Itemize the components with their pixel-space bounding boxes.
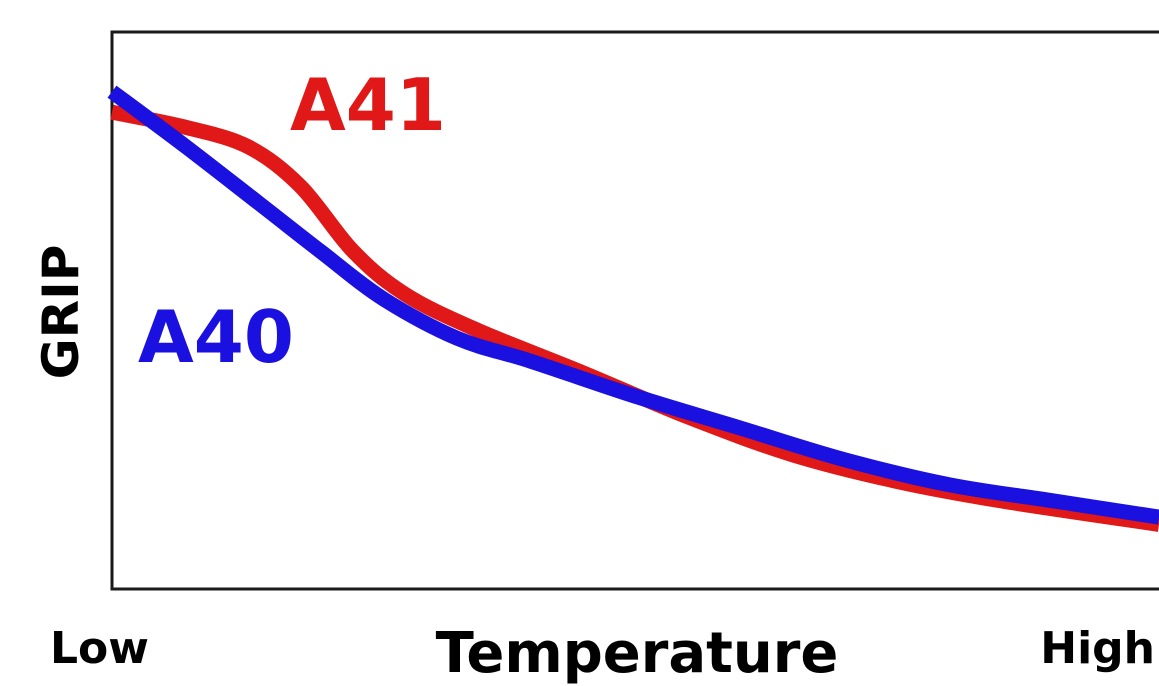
y-axis-label: GRIP	[32, 245, 90, 380]
series-label-a40: A40	[138, 295, 294, 379]
series-lines	[107, 85, 1159, 532]
series-line-a40	[107, 85, 1159, 525]
series-label-a41: A41	[290, 63, 446, 147]
x-tick-label-high: High	[1040, 623, 1155, 674]
series-line-a41	[110, 104, 1159, 532]
x-axis-label: Temperature	[436, 621, 839, 686]
x-tick-label-low: Low	[50, 623, 149, 674]
